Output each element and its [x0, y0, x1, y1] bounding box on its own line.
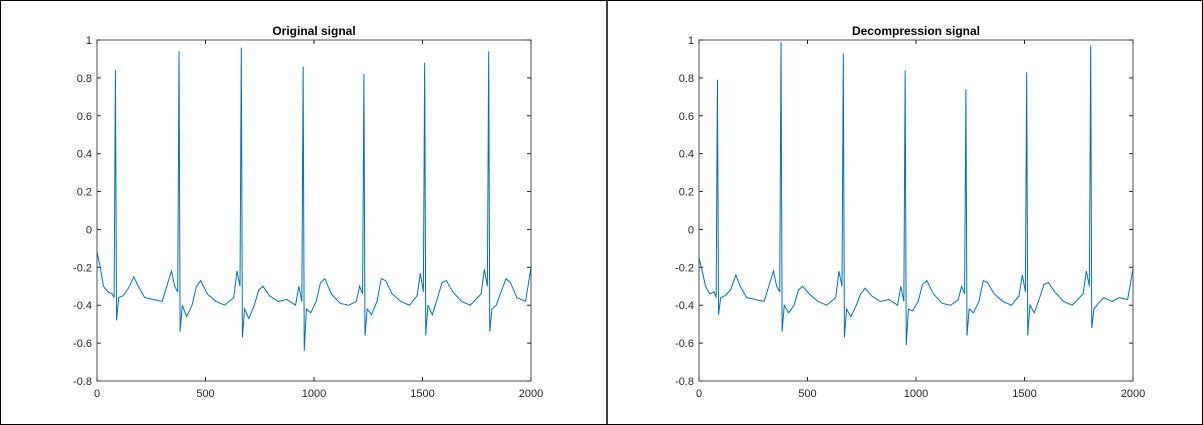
x-tick-label: 1000 [904, 388, 928, 400]
y-tick-label: 1 [86, 35, 92, 47]
y-tick-label: 0.4 [77, 149, 92, 161]
y-tick-label: 0.6 [679, 111, 694, 123]
x-tick-label: 1000 [302, 388, 326, 400]
chart-title: Decompression signal [852, 24, 980, 38]
x-tick-label: 2000 [519, 388, 543, 400]
y-tick-label: 0.8 [679, 73, 694, 85]
chart: Original signal 0 500 1000 1500 2000 -0.8 -0.6 -… [73, 24, 543, 400]
y-tick-label: 0.2 [77, 187, 92, 199]
y-tick-label: 0.8 [77, 73, 92, 85]
x-tick-label: 1500 [410, 388, 434, 400]
y-tick-label: -0.8 [73, 376, 92, 388]
y-tick-label: -0.2 [73, 262, 92, 274]
y-tick-label: 0 [86, 224, 92, 236]
x-tick-label: 500 [196, 388, 214, 400]
y-tick-label: 0.4 [679, 149, 694, 161]
y-tick-label: -0.4 [675, 300, 694, 312]
x-tick-label: 1500 [1012, 388, 1036, 400]
y-tick-label: -0.8 [675, 376, 694, 388]
y-tick-label: 1 [688, 35, 694, 47]
x-tick-label: 0 [94, 388, 100, 400]
plot-area [97, 40, 531, 381]
y-tick-label: -0.2 [675, 262, 694, 274]
y-tick-label: -0.6 [675, 338, 694, 350]
screenshot: Original signal0500100015002000-0.8-0.6-… [0, 0, 1203, 425]
y-tick-label: 0 [688, 224, 694, 236]
y-tick-label: -0.4 [73, 300, 92, 312]
y-tick-label: 0.6 [77, 111, 92, 123]
y-tick-label: -0.6 [73, 338, 92, 350]
x-tick-label: 500 [798, 388, 816, 400]
plot-area [699, 40, 1133, 381]
chart-title: Original signal [272, 24, 355, 38]
x-tick-label: 2000 [1121, 388, 1145, 400]
x-tick-label: 0 [696, 388, 702, 400]
y-tick-label: 0.2 [679, 187, 694, 199]
chart: Decompression signal 0 500 1000 1500 2000 -0.8… [675, 24, 1145, 400]
